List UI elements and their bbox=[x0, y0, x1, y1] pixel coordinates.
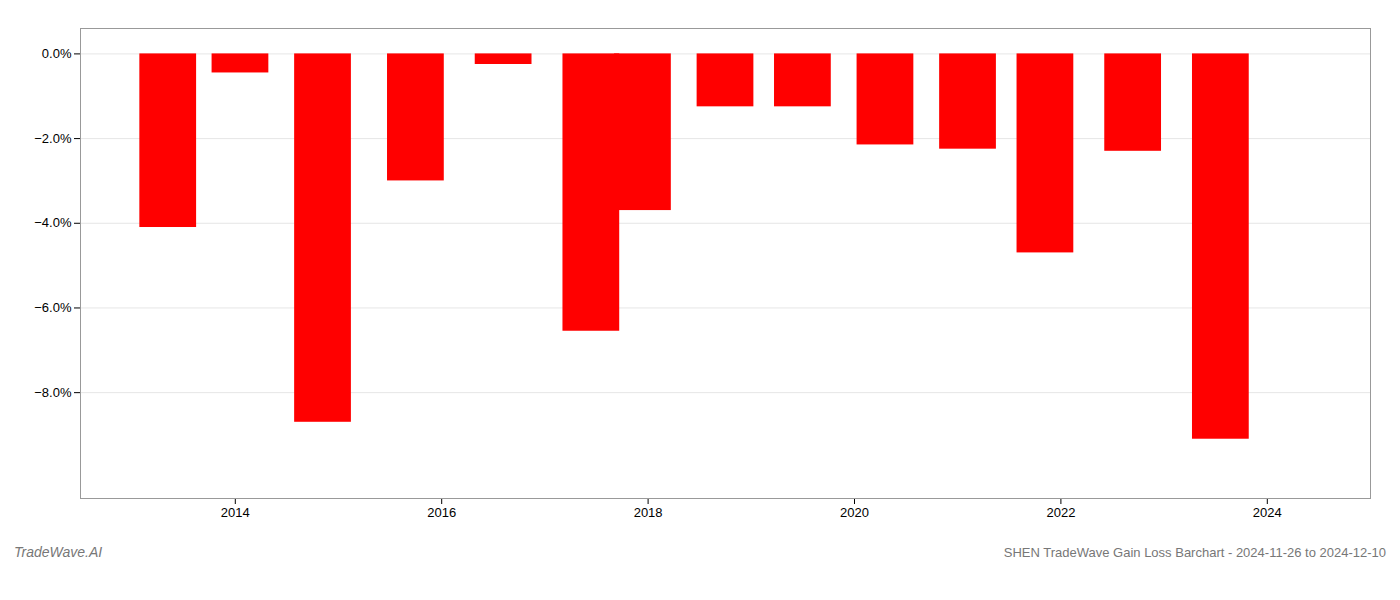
svg-text:−6.0%: −6.0% bbox=[34, 300, 72, 315]
svg-text:2018: 2018 bbox=[634, 505, 663, 520]
svg-text:2020: 2020 bbox=[840, 505, 869, 520]
svg-text:−4.0%: −4.0% bbox=[34, 215, 72, 230]
svg-text:−8.0%: −8.0% bbox=[34, 385, 72, 400]
svg-text:−2.0%: −2.0% bbox=[34, 131, 72, 146]
html-text:SHEN TradeWave Gain Loss Barch: SHEN TradeWave Gain Loss Barchart - 2024… bbox=[1003, 545, 1386, 560]
svg-text:2022: 2022 bbox=[1046, 505, 1075, 520]
svg-text:2024: 2024 bbox=[1253, 505, 1282, 520]
svg-text:2014: 2014 bbox=[221, 505, 250, 520]
svg-text:0.0%: 0.0% bbox=[42, 46, 72, 61]
svg-text:2016: 2016 bbox=[427, 505, 456, 520]
html-text:TradeWave.AI: TradeWave.AI bbox=[14, 544, 103, 560]
